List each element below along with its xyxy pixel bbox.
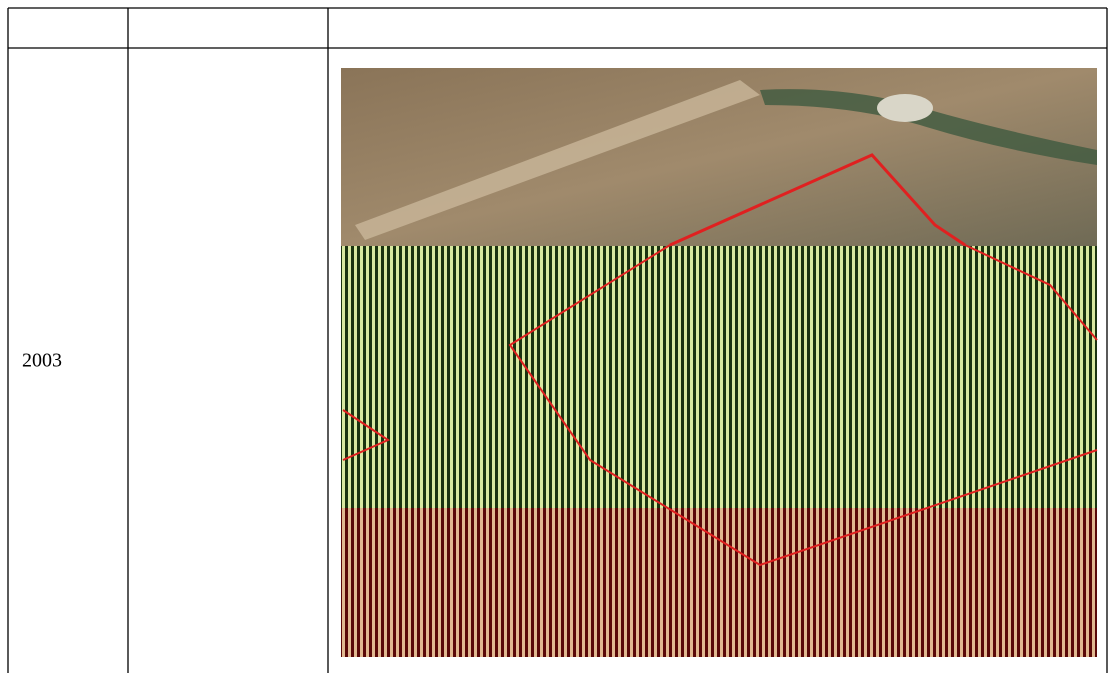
pond (877, 94, 933, 122)
road (355, 80, 760, 240)
boundary (508, 244, 1098, 567)
satellite-image (341, 68, 1098, 657)
image-bottom (341, 508, 1097, 657)
boundary (669, 153, 966, 247)
year-cell: 2003 (22, 350, 62, 372)
boundary (342, 409, 391, 461)
image-middle (341, 246, 1097, 508)
boundary (964, 244, 1098, 341)
table-grid (7, 7, 1108, 673)
river (760, 89, 1097, 165)
